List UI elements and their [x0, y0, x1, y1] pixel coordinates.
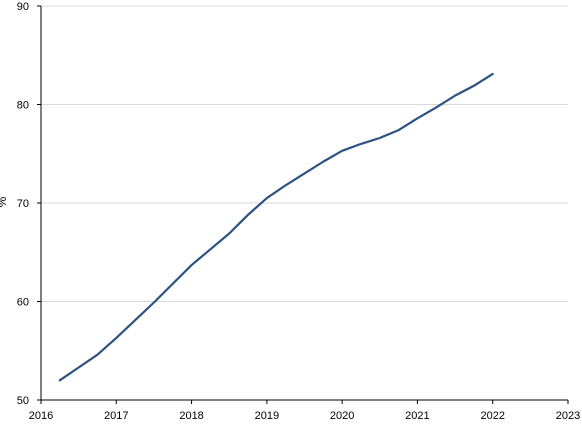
x-tick-label: 2019	[255, 410, 279, 422]
series-line-0	[58, 72, 494, 382]
y-tick-label: 90	[17, 1, 29, 13]
y-tick-label: 80	[17, 100, 29, 112]
y-axis-label: %	[0, 196, 9, 207]
x-tick-label: 2022	[480, 410, 504, 422]
series-group	[58, 72, 494, 382]
x-tick-label: 2023	[556, 410, 580, 422]
ticks: 50 60 70 80 90 2016 2017 2018 2019 2020 2021 2022 20…	[17, 1, 580, 422]
x-tick-label: 2018	[179, 410, 203, 422]
x-tick-label: 2021	[405, 410, 429, 422]
x-tick-label: 2017	[104, 410, 128, 422]
x-tick-label: 2016	[29, 410, 53, 422]
x-tick-label: 2020	[330, 410, 354, 422]
y-tick-label: 70	[17, 198, 29, 210]
y-tick-label: 50	[17, 395, 29, 407]
y-tick-label: 60	[17, 297, 29, 309]
grid-lines	[41, 5, 568, 302]
